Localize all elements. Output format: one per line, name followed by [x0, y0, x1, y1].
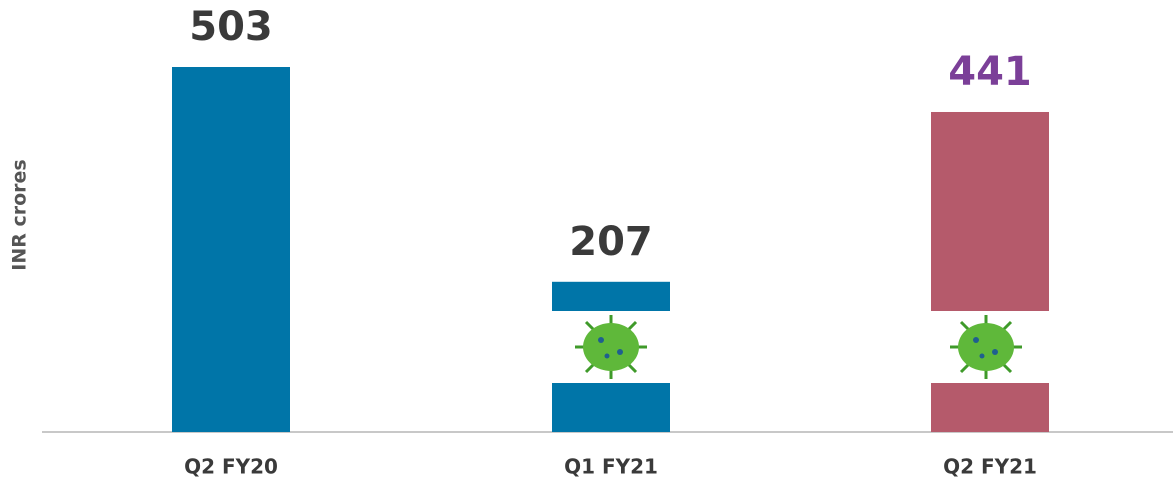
virus-icon: [545, 311, 677, 383]
y-axis-label: INR crores: [9, 159, 31, 270]
x-tick-label: Q1 FY21: [564, 455, 658, 479]
page: INR crores 503 Q2 FY20 207 Q1 FY21 441 Q2 FY2…: [0, 0, 1173, 483]
x-tick-label: Q2 FY20: [184, 455, 278, 479]
x-tick-label: Q2 FY21: [943, 455, 1037, 479]
bar: [931, 112, 1049, 432]
virus-icon: [920, 311, 1052, 383]
value-label: 503: [189, 4, 273, 50]
chart: INR crores 503 Q2 FY20 207 Q1 FY21 441 Q2 FY2…: [0, 0, 1173, 483]
value-label: 207: [569, 219, 653, 265]
bar: [172, 67, 290, 432]
value-label: 441: [948, 49, 1032, 95]
